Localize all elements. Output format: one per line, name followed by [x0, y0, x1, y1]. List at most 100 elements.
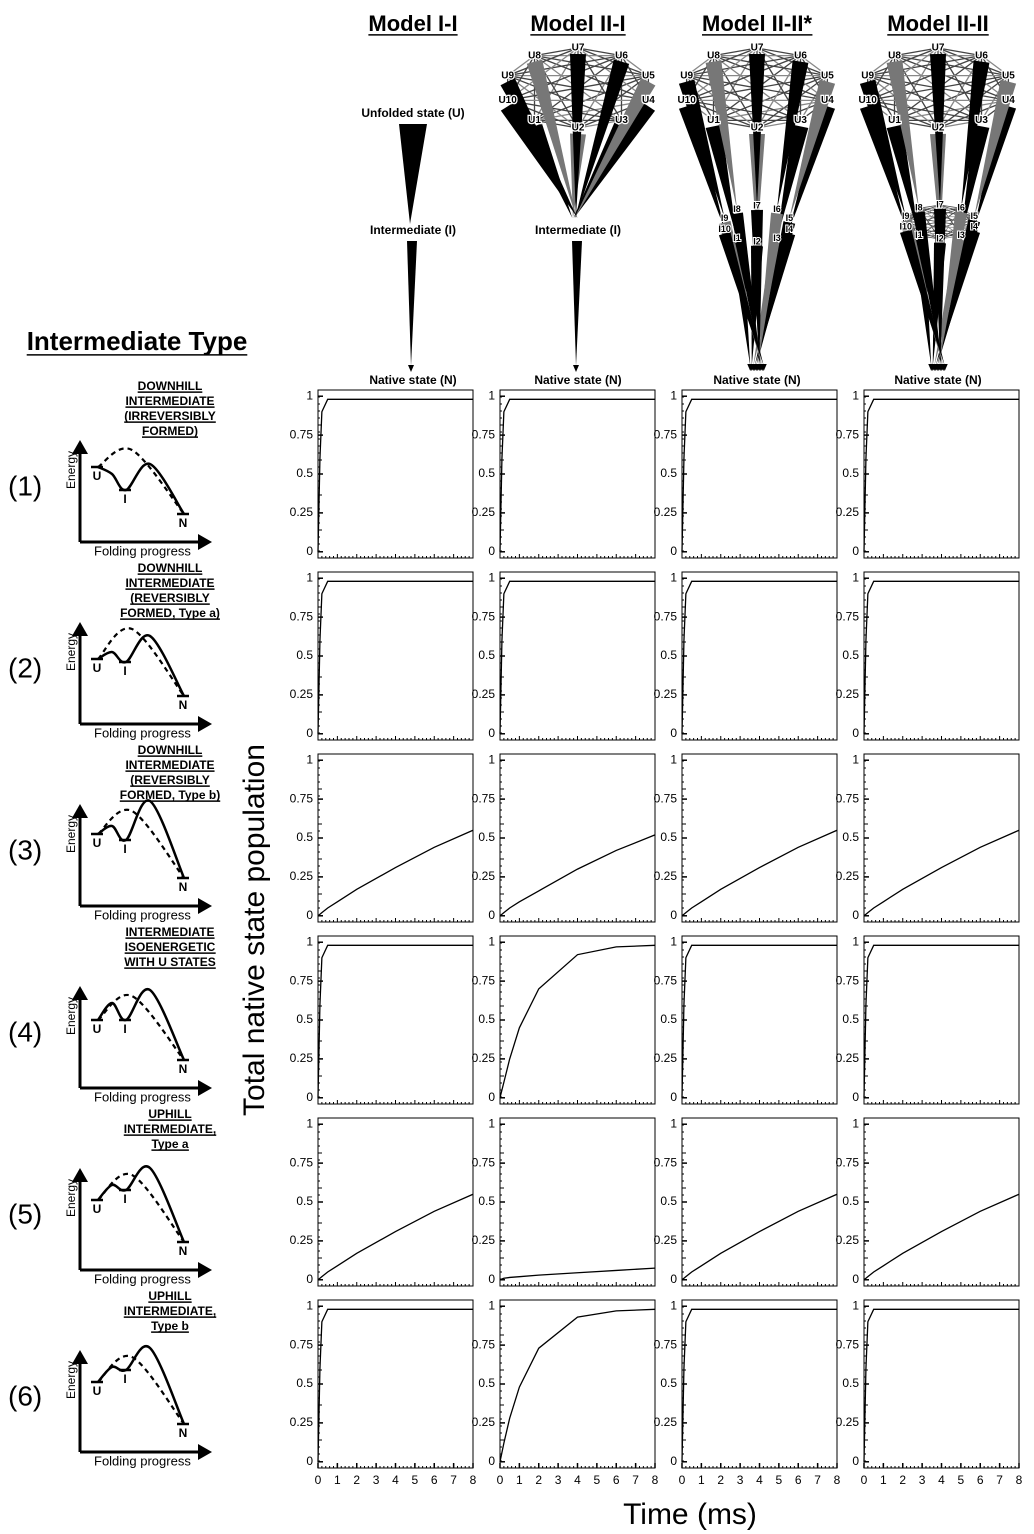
y-tick-label: 0 [670, 1272, 677, 1286]
unfolded-node: U4 [821, 95, 834, 106]
energy-label: Energy [64, 1179, 78, 1217]
unfolded-node: U9 [501, 70, 514, 81]
population-curve [318, 830, 473, 916]
y-tick-label: 0.25 [654, 687, 678, 701]
intermediate-type-title: (REVERSIBLY [130, 591, 210, 605]
x-tick-label: 7 [632, 1473, 639, 1487]
y-tick-label: 0 [670, 908, 677, 922]
y-tick-label: 0 [852, 726, 859, 740]
y-tick-label: 0.25 [836, 1051, 860, 1065]
unfolded-node: U6 [794, 50, 807, 61]
intermediate-type-title: ISOENERGETIC [125, 940, 216, 954]
y-tick-label: 0.25 [654, 869, 678, 883]
x-tick-label: 3 [737, 1473, 744, 1487]
x-tick-label: 3 [555, 1473, 562, 1487]
population-curve [864, 399, 1019, 551]
x-tick-label: 1 [880, 1473, 887, 1487]
y-tick-label: 0.5 [842, 1012, 859, 1026]
y-tick-label: 1 [306, 388, 313, 402]
x-tick-label: 4 [938, 1473, 945, 1487]
y-tick-label: 0.25 [654, 1415, 678, 1429]
state-name: U [93, 469, 102, 483]
population-curve [318, 1309, 473, 1461]
y-tick-label: 0.5 [296, 466, 313, 480]
intermediate-node: I7 [936, 199, 944, 209]
y-tick-label: 0 [306, 908, 313, 922]
state-name: U [93, 836, 102, 850]
unfolded-node: U3 [615, 115, 628, 126]
intermediate-node: I4 [786, 224, 794, 234]
state-name: N [179, 1062, 188, 1076]
unfolded-node: U7 [751, 43, 764, 54]
x-tick-label: 5 [412, 1473, 419, 1487]
intermediate-node: I1 [733, 233, 741, 243]
y-tick-label: 0 [852, 908, 859, 922]
state-label: Intermediate (I) [535, 223, 621, 237]
x-tick-label: 8 [652, 1473, 659, 1487]
arrow-head [198, 716, 212, 732]
panel-frame [500, 1300, 655, 1468]
y-tick-label: 0 [488, 726, 495, 740]
row-label: (5) [8, 1198, 42, 1229]
y-tick-label: 0.25 [472, 687, 496, 701]
y-tick-label: 0.5 [478, 1194, 495, 1208]
progress-label: Folding progress [94, 1089, 191, 1104]
y-tick-label: 0.5 [296, 1012, 313, 1026]
state-name: N [179, 1426, 188, 1440]
y-tick-label: 0.5 [478, 1012, 495, 1026]
panel-frame [864, 390, 1019, 558]
y-tick-label: 0.75 [836, 1337, 860, 1351]
intermediate-node: I10 [900, 222, 913, 232]
y-tick-label: 0 [670, 726, 677, 740]
panel-frame [864, 572, 1019, 740]
intermediate-node: I9 [721, 213, 729, 223]
y-tick-label: 0.75 [654, 609, 678, 623]
panel-frame [318, 754, 473, 922]
state-name: I [123, 664, 126, 678]
y-tick-label: 0.75 [472, 609, 496, 623]
arrow-head [198, 1444, 212, 1460]
progress-label: Folding progress [94, 543, 191, 558]
x-tick-label: 2 [899, 1473, 906, 1487]
y-tick-label: 0.25 [836, 1233, 860, 1247]
x-tick-label: 2 [535, 1473, 542, 1487]
energy-label: Energy [64, 815, 78, 853]
unfolded-node: U7 [932, 43, 945, 54]
y-tick-label: 0 [306, 1272, 313, 1286]
model-title: Model II-II [887, 11, 988, 36]
unfolded-node: U1 [528, 115, 541, 126]
y-tick-label: 0.75 [654, 427, 678, 441]
energy-profile [98, 1346, 184, 1424]
energy-profile [98, 464, 184, 514]
intermediate-type-title: FORMED, Type b) [120, 788, 220, 802]
y-tick-label: 0.75 [836, 427, 860, 441]
unfolded-node: U3 [794, 115, 807, 126]
y-tick-label: 0.5 [478, 1376, 495, 1390]
x-tick-label: 0 [315, 1473, 322, 1487]
x-tick-label: 5 [776, 1473, 783, 1487]
intermediate-node: I1 [915, 230, 923, 240]
unfolded-node: U5 [642, 70, 655, 81]
state-name: I [123, 1022, 126, 1036]
y-tick-label: 1 [852, 388, 859, 402]
y-tick-label: 0 [306, 726, 313, 740]
intermediate-node: I8 [915, 203, 923, 213]
panel-frame [682, 1118, 837, 1286]
arrow-head [198, 534, 212, 550]
y-tick-label: 1 [670, 570, 677, 584]
intermediate-type-title: INTERMEDIATE [125, 758, 214, 772]
panel-frame [318, 1300, 473, 1468]
x-tick-label: 7 [814, 1473, 821, 1487]
x-tick-label: 0 [497, 1473, 504, 1487]
x-tick-label: 6 [613, 1473, 620, 1487]
y-tick-label: 0 [670, 1454, 677, 1468]
y-tick-label: 0.25 [290, 1415, 314, 1429]
x-tick-label: 6 [977, 1473, 984, 1487]
model-title: Model II-II* [702, 11, 812, 36]
y-tick-label: 0 [488, 1454, 495, 1468]
alternate-profile [98, 448, 184, 514]
y-tick-label: 0.25 [472, 1415, 496, 1429]
unfolded-node: U7 [572, 43, 585, 54]
intermediate-type-title: WITH U STATES [124, 955, 216, 969]
y-tick-label: 0.25 [472, 1233, 496, 1247]
